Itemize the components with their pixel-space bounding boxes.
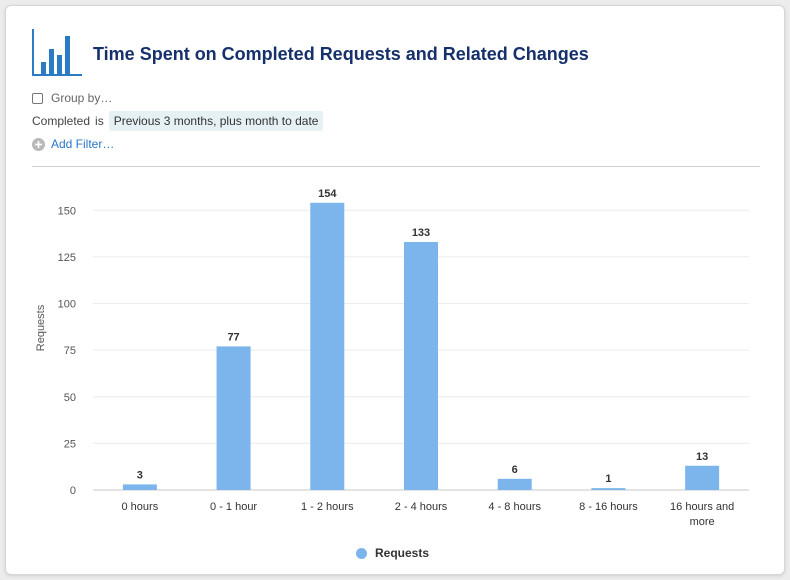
data-label: 6 bbox=[512, 464, 518, 476]
x-tick-label: 0 hours bbox=[122, 501, 159, 513]
data-label: 1 bbox=[605, 473, 611, 485]
y-tick-label: 125 bbox=[58, 252, 76, 264]
filter-value-chip[interactable]: Previous 3 months, plus month to date bbox=[108, 111, 324, 131]
group-by-label: Group by… bbox=[51, 91, 113, 105]
data-label: 13 bbox=[696, 451, 708, 463]
x-tick-label: 4 - 8 hours bbox=[488, 501, 541, 513]
bar-chart-icon bbox=[32, 29, 82, 76]
x-tick-label: 1 - 2 hours bbox=[301, 501, 354, 513]
data-label: 154 bbox=[318, 188, 337, 200]
bar[interactable] bbox=[591, 488, 626, 490]
y-tick-label: 75 bbox=[64, 345, 76, 357]
bar[interactable] bbox=[310, 202, 345, 491]
legend-dot bbox=[356, 547, 367, 559]
y-tick-label: 50 bbox=[64, 392, 76, 404]
bar[interactable] bbox=[497, 478, 532, 490]
plus-circle-icon bbox=[32, 137, 45, 151]
bar[interactable] bbox=[122, 484, 157, 490]
x-tick-label: more bbox=[690, 516, 715, 528]
bar[interactable] bbox=[685, 465, 720, 490]
bar-chart: 0 25 50 75 100 125 150 Requests 3 0 hours 77 0 - 1 … bbox=[35, 188, 749, 528]
y-axis-title: Requests bbox=[35, 304, 47, 351]
x-tick-label: 16 hours and bbox=[670, 501, 734, 513]
legend-label: Requests bbox=[375, 546, 430, 560]
group-by-toggle[interactable]: Group by… bbox=[32, 90, 112, 106]
add-filter-label: Add Filter… bbox=[51, 137, 115, 151]
divider bbox=[32, 166, 760, 167]
data-label: 133 bbox=[412, 227, 430, 239]
y-tick-label: 0 bbox=[70, 485, 76, 497]
add-filter-link[interactable]: Add Filter… bbox=[32, 136, 114, 152]
bar[interactable] bbox=[404, 241, 438, 490]
report-title: Time Spent on Completed Requests and Rel… bbox=[93, 44, 589, 64]
x-tick-label: 2 - 4 hours bbox=[395, 501, 448, 513]
filter-operator: is bbox=[95, 114, 104, 128]
filter-field: Completed bbox=[32, 114, 91, 128]
x-tick-label: 0 - 1 hour bbox=[210, 501, 257, 513]
y-tick-label: 150 bbox=[58, 205, 76, 217]
report-card: Time Spent on Completed Requests and Rel… bbox=[5, 5, 785, 575]
data-label: 3 bbox=[137, 469, 143, 481]
bar[interactable] bbox=[216, 346, 251, 490]
group-by-checkbox[interactable] bbox=[32, 92, 43, 104]
y-tick-label: 25 bbox=[64, 438, 76, 450]
data-label: 77 bbox=[227, 331, 239, 343]
y-tick-label: 100 bbox=[58, 299, 76, 311]
filter-row: Completed is Previous 3 months, plus mon… bbox=[32, 111, 324, 131]
x-tick-label: 8 - 16 hours bbox=[579, 501, 638, 513]
legend-item-requests[interactable]: Requests bbox=[356, 545, 429, 561]
